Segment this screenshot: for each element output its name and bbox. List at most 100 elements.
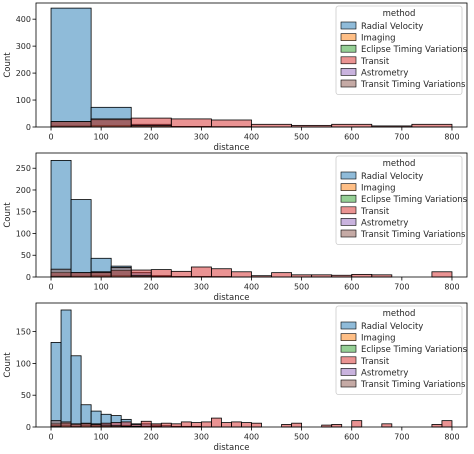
histogram-bar xyxy=(160,422,172,428)
histogram-bar xyxy=(50,420,62,428)
histogram-bar xyxy=(231,421,242,428)
histogram-bar xyxy=(190,422,202,428)
legend-label: Radial Velocity xyxy=(361,22,423,32)
legend-swatch xyxy=(340,171,357,180)
x-tick-label: 400 xyxy=(244,133,259,142)
x-tick-label: 100 xyxy=(94,283,109,292)
histogram-bar xyxy=(140,420,152,428)
legend-label: Transit Timing Variations xyxy=(360,380,466,390)
legend-item: Imaging xyxy=(340,183,396,194)
legend-swatch xyxy=(340,333,357,341)
y-tick-label: 100 xyxy=(16,229,31,238)
x-tick-label: 0 xyxy=(48,283,53,292)
x-tick-label: 300 xyxy=(194,133,209,142)
x-tick-label: 200 xyxy=(144,433,159,442)
histogram-bar xyxy=(50,268,72,278)
y-tick-label: 300 xyxy=(16,42,31,51)
histogram-bar xyxy=(150,423,162,428)
legend-item: Radial Velocity xyxy=(340,21,423,32)
legend-item: Radial Velocity xyxy=(340,171,423,182)
histogram-bar xyxy=(170,118,212,128)
x-tick-label: 500 xyxy=(294,133,309,142)
x-tick-label: 600 xyxy=(344,433,359,442)
x-tick-label: 200 xyxy=(144,283,159,292)
x-tick-label: 300 xyxy=(194,433,209,442)
histogram-panel-2: 0 100 200 300 400 500 600 700 800 0 50 100 150 200 250… xyxy=(3,152,468,303)
histogram-bar xyxy=(50,7,92,128)
legend-label: Imaging xyxy=(361,184,396,194)
x-tick-label: 800 xyxy=(444,283,459,292)
histogram-bar xyxy=(70,272,92,278)
legend-label: Radial Velocity xyxy=(361,172,423,182)
histogram-bar xyxy=(60,309,72,428)
histogram-bar xyxy=(431,271,453,278)
histogram-bar xyxy=(331,123,373,128)
legend-swatch xyxy=(340,218,357,226)
histogram-bar xyxy=(441,420,453,428)
y-axis-label: Count xyxy=(3,52,13,78)
y-tick-label: 100 xyxy=(16,359,31,368)
histogram-bar xyxy=(211,119,252,128)
histogram-bar xyxy=(50,159,72,278)
legend-swatch xyxy=(340,21,357,30)
legend-label: Transit xyxy=(360,57,390,67)
x-axis-label: distance xyxy=(213,143,249,153)
histogram-bar xyxy=(231,271,252,278)
histogram-bar xyxy=(180,421,192,428)
histogram-bar xyxy=(70,199,92,278)
y-tick-label: 400 xyxy=(16,15,31,24)
legend-item: Transit xyxy=(340,356,390,367)
x-tick-label: 800 xyxy=(444,133,459,142)
x-tick-label: 500 xyxy=(294,283,309,292)
x-tick-label: 600 xyxy=(344,283,359,292)
y-tick-label: 250 xyxy=(16,164,31,173)
histogram-bar xyxy=(291,422,303,428)
legend-item: Astrometry xyxy=(340,218,408,228)
legend-item: Imaging xyxy=(340,333,396,344)
legend-swatch xyxy=(340,56,357,65)
histogram-bar xyxy=(90,118,132,128)
series-radial-velocity xyxy=(50,309,192,428)
histogram-bar xyxy=(221,422,232,428)
x-axis-label: distance xyxy=(213,293,249,303)
histogram-bar xyxy=(351,420,363,428)
legend-item: Transit Timing Variations xyxy=(340,229,466,240)
x-tick-label: 300 xyxy=(194,283,209,292)
histogram-bar xyxy=(190,266,212,278)
legend-item: Eclipse Timing Variations xyxy=(340,194,468,205)
legend-label: Transit Timing Variations xyxy=(360,230,466,240)
histogram-bar xyxy=(70,355,82,428)
x-axis-label: distance xyxy=(213,443,249,453)
histogram-bar xyxy=(110,267,132,278)
histogram-bar xyxy=(170,270,192,278)
legend-swatch xyxy=(340,368,357,376)
x-tick-label: 200 xyxy=(144,133,159,142)
legend-swatch xyxy=(340,79,357,88)
y-tick-label: 100 xyxy=(16,96,31,105)
y-tick-label: 150 xyxy=(16,208,31,217)
y-tick-label: 200 xyxy=(16,69,31,78)
legend-label: Transit Timing Variations xyxy=(360,80,466,90)
legend-label: Transit xyxy=(360,357,390,367)
series-radial-velocity xyxy=(50,7,252,128)
x-tick-label: 800 xyxy=(444,433,459,442)
y-tick-label: 200 xyxy=(16,186,31,195)
x-tick-label: 100 xyxy=(94,433,109,442)
legend-label: Transit xyxy=(360,207,390,217)
histogram-bar xyxy=(381,423,393,428)
histogram-bar xyxy=(200,421,212,428)
histogram-bar xyxy=(211,417,222,428)
histogram-bar xyxy=(271,272,292,278)
y-axis-label: Count xyxy=(3,352,13,378)
histogram-bar xyxy=(251,123,292,128)
histogram-bar xyxy=(80,422,92,428)
legend-swatch xyxy=(340,356,357,365)
legend-item: Imaging xyxy=(340,33,396,44)
legend-label: Eclipse Timing Variations xyxy=(361,195,468,205)
y-tick-label: 0 xyxy=(26,423,31,432)
legend-label: Eclipse Timing Variations xyxy=(361,45,468,55)
histogram-bar xyxy=(60,421,72,428)
